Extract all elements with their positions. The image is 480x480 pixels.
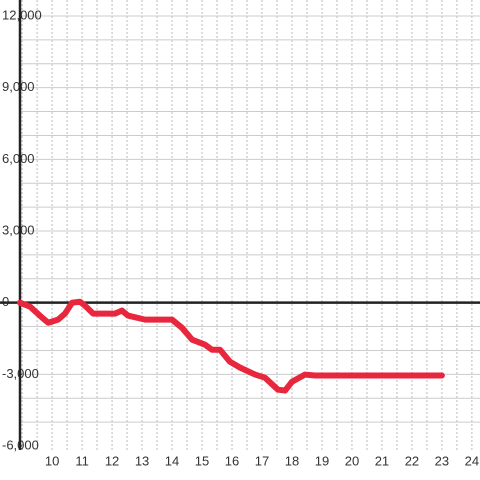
x-tick-label: 20 [345,453,359,468]
y-tick-label: 12,000 [2,7,42,22]
x-tick-label: 23 [435,453,449,468]
x-tick-label: 14 [165,453,179,468]
x-tick-label: 11 [75,453,89,468]
x-tick-label: 19 [315,453,329,468]
y-tick-label: 9,000 [2,79,35,94]
x-tick-label: 10 [45,453,59,468]
x-tick-label: 16 [225,453,239,468]
y-tick-label: 3,000 [2,222,35,237]
x-tick-label: 24 [465,453,479,468]
line-series [17,298,445,394]
x-tick-label: 18 [285,453,299,468]
x-tick-label: 22 [405,453,419,468]
x-tick-label: 21 [375,453,389,468]
x-tick-label: 13 [135,453,149,468]
x-tick-label: 15 [195,453,209,468]
y-tick-label: 6,000 [2,151,35,166]
x-tick-label: 17 [255,453,269,468]
x-tick-label: 12 [105,453,119,468]
